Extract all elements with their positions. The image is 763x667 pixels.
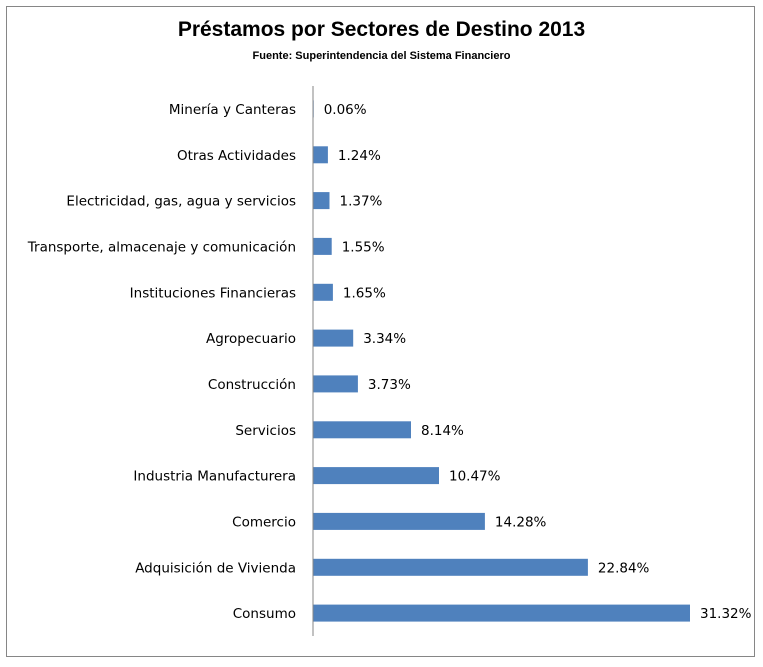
category-label: Minería y Canteras [169,102,296,118]
bar [313,512,485,530]
chart-frame [6,6,755,657]
data-label: 0.06% [324,102,367,118]
category-label: Comercio [232,514,296,530]
category-label: Construcción [208,377,296,393]
category-label: Otras Actividades [177,148,296,164]
data-label: 1.24% [338,148,381,164]
chart-title: Préstamos por Sectores de Destino 2013 [177,18,586,41]
chart-subtitle: Fuente: Superintendencia del Sistema Fin… [252,50,511,62]
data-label: 14.28% [495,514,547,530]
bar [313,604,690,622]
category-label: Consumo [233,606,296,622]
data-label: 31.32% [700,606,752,622]
bar [313,467,439,485]
bar [313,558,588,576]
data-label: 8.14% [421,423,464,439]
data-label: 1.37% [340,194,383,210]
category-label: Agropecuario [206,331,296,347]
bar [313,146,328,164]
category-label: Electricidad, gas, agua y servicios [66,194,296,210]
category-label: Transporte, almacenaje y comunicación [27,239,296,255]
category-label: Servicios [235,423,296,439]
bar [313,375,358,393]
data-label: 10.47% [449,469,501,485]
bar [313,421,411,439]
category-label: Instituciones Financieras [130,285,296,301]
bar [313,283,333,301]
data-label: 1.55% [342,239,385,255]
data-label: 22.84% [598,560,650,576]
data-label: 3.34% [363,331,406,347]
bar [313,237,332,255]
bar [313,192,330,210]
data-label: 1.65% [343,285,386,301]
data-label: 3.73% [368,377,411,393]
category-label: Industria Manufacturera [133,469,296,485]
bar [313,329,354,347]
category-label: Adquisición de Vivienda [135,560,296,576]
